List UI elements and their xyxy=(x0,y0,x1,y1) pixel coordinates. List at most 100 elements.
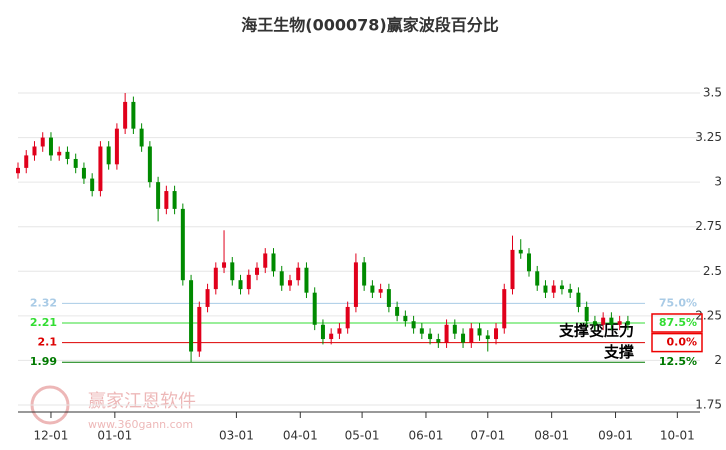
level-price: 2.21 xyxy=(30,316,57,329)
candle-body xyxy=(592,321,597,325)
candle-body xyxy=(362,262,367,286)
candle-body xyxy=(403,315,408,322)
candle-body xyxy=(131,101,136,129)
x-tick-label: 10-01 xyxy=(660,429,695,443)
candle-body xyxy=(279,271,284,286)
candle-body xyxy=(576,292,581,307)
level-percent: 87.5% xyxy=(659,316,697,329)
candle-body xyxy=(189,280,194,352)
candle-body xyxy=(461,333,466,343)
level-box xyxy=(651,332,703,353)
candle-body xyxy=(510,249,515,290)
candle-body xyxy=(24,155,29,168)
candle-body xyxy=(395,306,400,316)
candle-body xyxy=(551,285,556,293)
level-price: 2.1 xyxy=(38,336,58,349)
candle-body xyxy=(386,289,391,307)
watermark-text: 赢家江恩软件 xyxy=(88,390,196,412)
y-tick-label: 2 xyxy=(714,353,722,367)
candle-body xyxy=(559,285,564,290)
candle-body xyxy=(353,262,358,307)
candle-body xyxy=(16,167,20,174)
candle-body xyxy=(255,267,260,275)
candle-body xyxy=(156,182,161,209)
candle-body xyxy=(238,280,243,290)
x-tick-label: 09-01 xyxy=(598,429,633,443)
candle-body xyxy=(452,324,457,334)
level-percent: 75.0% xyxy=(659,296,697,309)
x-tick-label: 03-01 xyxy=(219,429,254,443)
candle-body xyxy=(106,146,111,165)
candle-body xyxy=(197,306,202,352)
chart-title: 海王生物(000078)赢家波段百分比 xyxy=(241,16,498,35)
candle-body xyxy=(213,267,218,290)
candle-body xyxy=(428,333,433,340)
candle-body xyxy=(419,328,424,334)
candle-body xyxy=(205,289,210,307)
candle-body xyxy=(617,321,622,325)
level-note: 支撑 xyxy=(603,343,634,361)
watermark: 赢家江恩软件 www.360gann.com xyxy=(30,385,196,431)
candle-body xyxy=(337,328,342,334)
candle-body xyxy=(518,249,523,254)
level-percent: 12.5% xyxy=(659,355,697,368)
x-tick-label: 06-01 xyxy=(409,429,444,443)
candle-body xyxy=(180,208,185,281)
y-tick-label: 2.25 xyxy=(695,308,722,322)
candle-body xyxy=(263,253,268,268)
candle-body xyxy=(345,306,350,329)
y-tick-label: 1.75 xyxy=(695,398,722,412)
candle-body xyxy=(222,262,227,268)
candle-body xyxy=(73,158,78,168)
y-tick-label: 2.5 xyxy=(703,264,722,278)
y-tick-label: 3.5 xyxy=(703,86,722,100)
level-note: 支撑变压力 xyxy=(558,321,634,339)
candle-body xyxy=(57,151,62,156)
candle-body xyxy=(230,262,235,281)
y-tick-label: 3 xyxy=(714,175,722,189)
candle-body xyxy=(164,191,169,209)
candle-body xyxy=(609,317,614,325)
candle-body xyxy=(81,167,86,179)
candle-body xyxy=(625,321,630,325)
candle-body xyxy=(139,128,144,147)
candle-body xyxy=(411,321,416,329)
candle-body xyxy=(477,328,482,336)
candle-body xyxy=(320,324,325,340)
level-percent: 0.0% xyxy=(666,336,697,349)
x-tick-label: 04-01 xyxy=(283,429,318,443)
candle-body xyxy=(40,137,45,147)
candle-body xyxy=(147,146,152,183)
candle-body xyxy=(172,191,177,209)
candle-body xyxy=(312,292,317,325)
candle-body xyxy=(123,101,128,129)
candle-body xyxy=(535,271,540,286)
candle-body xyxy=(32,146,37,156)
watermark-url: www.360gann.com xyxy=(88,418,193,431)
candle-body xyxy=(543,285,548,293)
candle-body xyxy=(65,151,70,159)
candle-body xyxy=(469,328,474,343)
candle-body xyxy=(485,335,490,340)
candle-body xyxy=(568,289,573,293)
candle-body xyxy=(304,267,309,293)
candle-body xyxy=(601,317,606,325)
candle-body xyxy=(98,146,103,192)
y-tick-label: 3.25 xyxy=(695,130,722,144)
x-tick-label: 12-01 xyxy=(34,429,69,443)
candle-body xyxy=(370,285,375,293)
candle-body xyxy=(287,280,292,286)
y-tick-label: 2.75 xyxy=(695,219,722,233)
candle-body xyxy=(271,253,276,272)
candle-body xyxy=(444,324,449,343)
candle-body xyxy=(296,267,301,281)
level-price: 2.32 xyxy=(30,296,57,309)
level-box xyxy=(651,313,703,333)
candle-body xyxy=(494,328,499,340)
candle-body xyxy=(584,306,589,322)
candle-body xyxy=(436,339,441,343)
candle-body xyxy=(329,333,334,340)
candle-body xyxy=(114,128,119,165)
candle-body xyxy=(90,178,95,192)
